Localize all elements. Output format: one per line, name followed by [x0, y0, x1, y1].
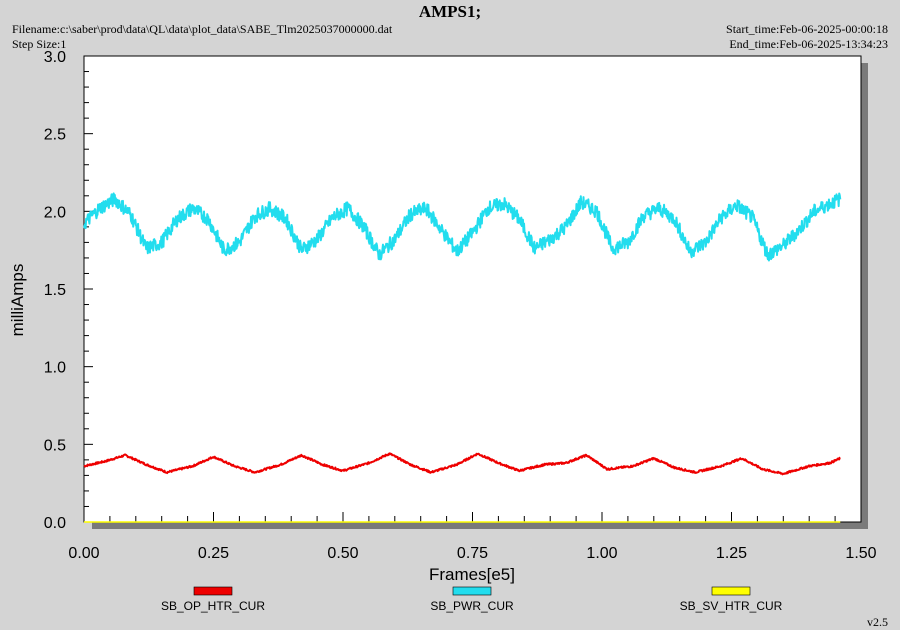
x-tick-label: 0.75: [457, 545, 488, 562]
x-tick-label: 0.50: [327, 545, 358, 562]
y-tick-label: 0.5: [44, 437, 66, 454]
x-tick-label: 1.25: [716, 545, 747, 562]
legend-swatch: [193, 586, 233, 596]
step-size-label: Step Size:1: [12, 37, 67, 51]
series-line-sb_pwr_cur: [83, 192, 842, 262]
y-tick-label: 2.0: [44, 204, 66, 221]
x-tick-label: 0.00: [68, 545, 99, 562]
y-tick-label: 2.5: [44, 127, 66, 144]
legend-swatch: [711, 586, 751, 596]
x-tick-label: 0.25: [198, 545, 229, 562]
legend-label: SB_SV_HTR_CUR: [680, 599, 783, 613]
filename-label: Filename:c:\saber\prod\data\QL\data\plot…: [12, 22, 393, 36]
legend-label: SB_PWR_CUR: [430, 599, 514, 613]
legend: SB_OP_HTR_CUR SB_PWR_CUR SB_SV_HTR_CUR: [161, 586, 783, 613]
y-tick-label: 3.0: [44, 49, 66, 66]
x-tick-label: 1.50: [845, 545, 876, 562]
x-axis-label: Frames[e5]: [429, 565, 515, 584]
series-line-sb_op_htr_cur: [83, 452, 841, 476]
series-layer: [83, 192, 842, 523]
legend-swatch: [452, 586, 492, 596]
y-tick-label: 1.5: [44, 282, 66, 299]
y-tick-label: 1.0: [44, 360, 66, 377]
legend-label: SB_OP_HTR_CUR: [161, 599, 265, 613]
chart-title: AMPS1;: [418, 2, 482, 21]
y-axis: 0.0 0.5 1.0 1.5 2.0 2.5 3.0: [44, 49, 93, 532]
y-axis-label: milliAmps: [8, 264, 27, 337]
start-time-label: Start_time:Feb-06-2025-00:00:18: [726, 22, 888, 36]
y-tick-label: 0.0: [44, 515, 66, 532]
plot-area: [83, 55, 862, 523]
version-label: v2.5: [867, 615, 888, 629]
end-time-label: End_time:Feb-06-2025-13:34:23: [729, 37, 888, 51]
x-tick-label: 1.00: [586, 545, 617, 562]
x-axis: 0.00 0.25 0.50 0.75 1.00 1.25 1.50: [68, 512, 877, 562]
